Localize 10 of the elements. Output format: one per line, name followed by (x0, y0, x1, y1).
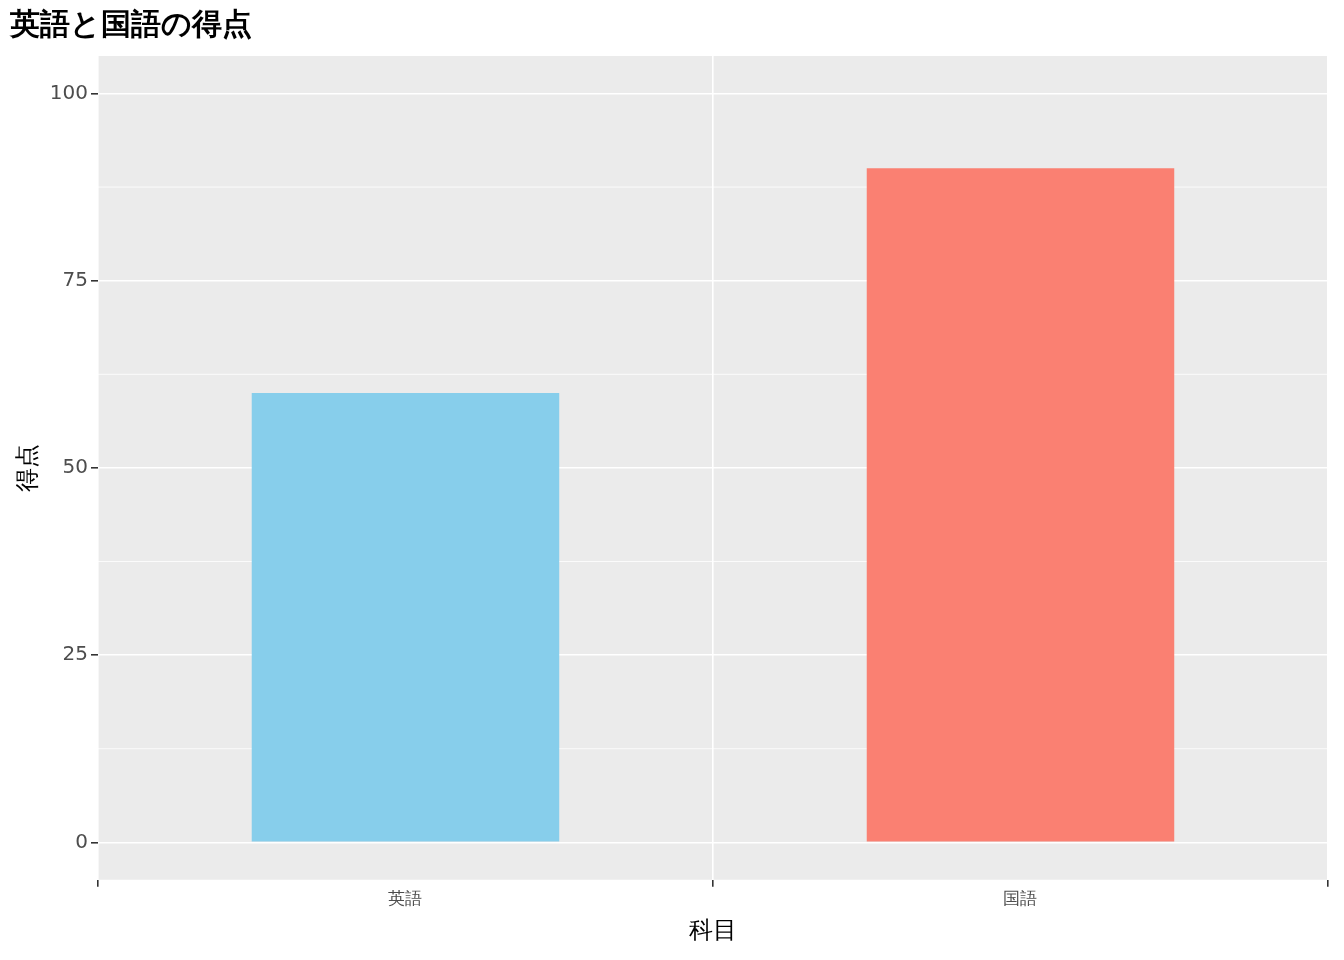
y-tick-label: 0 (75, 828, 88, 853)
y-tick-label: 25 (62, 641, 88, 666)
x-tick-label: 英語 (388, 888, 423, 909)
y-tick-label: 50 (62, 454, 88, 479)
y-axis-title: 得点 (12, 443, 41, 492)
chart-title: 英語と国語の得点 (9, 5, 252, 41)
x-tick-label: 国語 (1003, 888, 1038, 909)
x-axis-title: 科目 (688, 915, 737, 944)
y-tick-label: 75 (62, 266, 88, 291)
y-tick-label: 100 (49, 79, 88, 104)
